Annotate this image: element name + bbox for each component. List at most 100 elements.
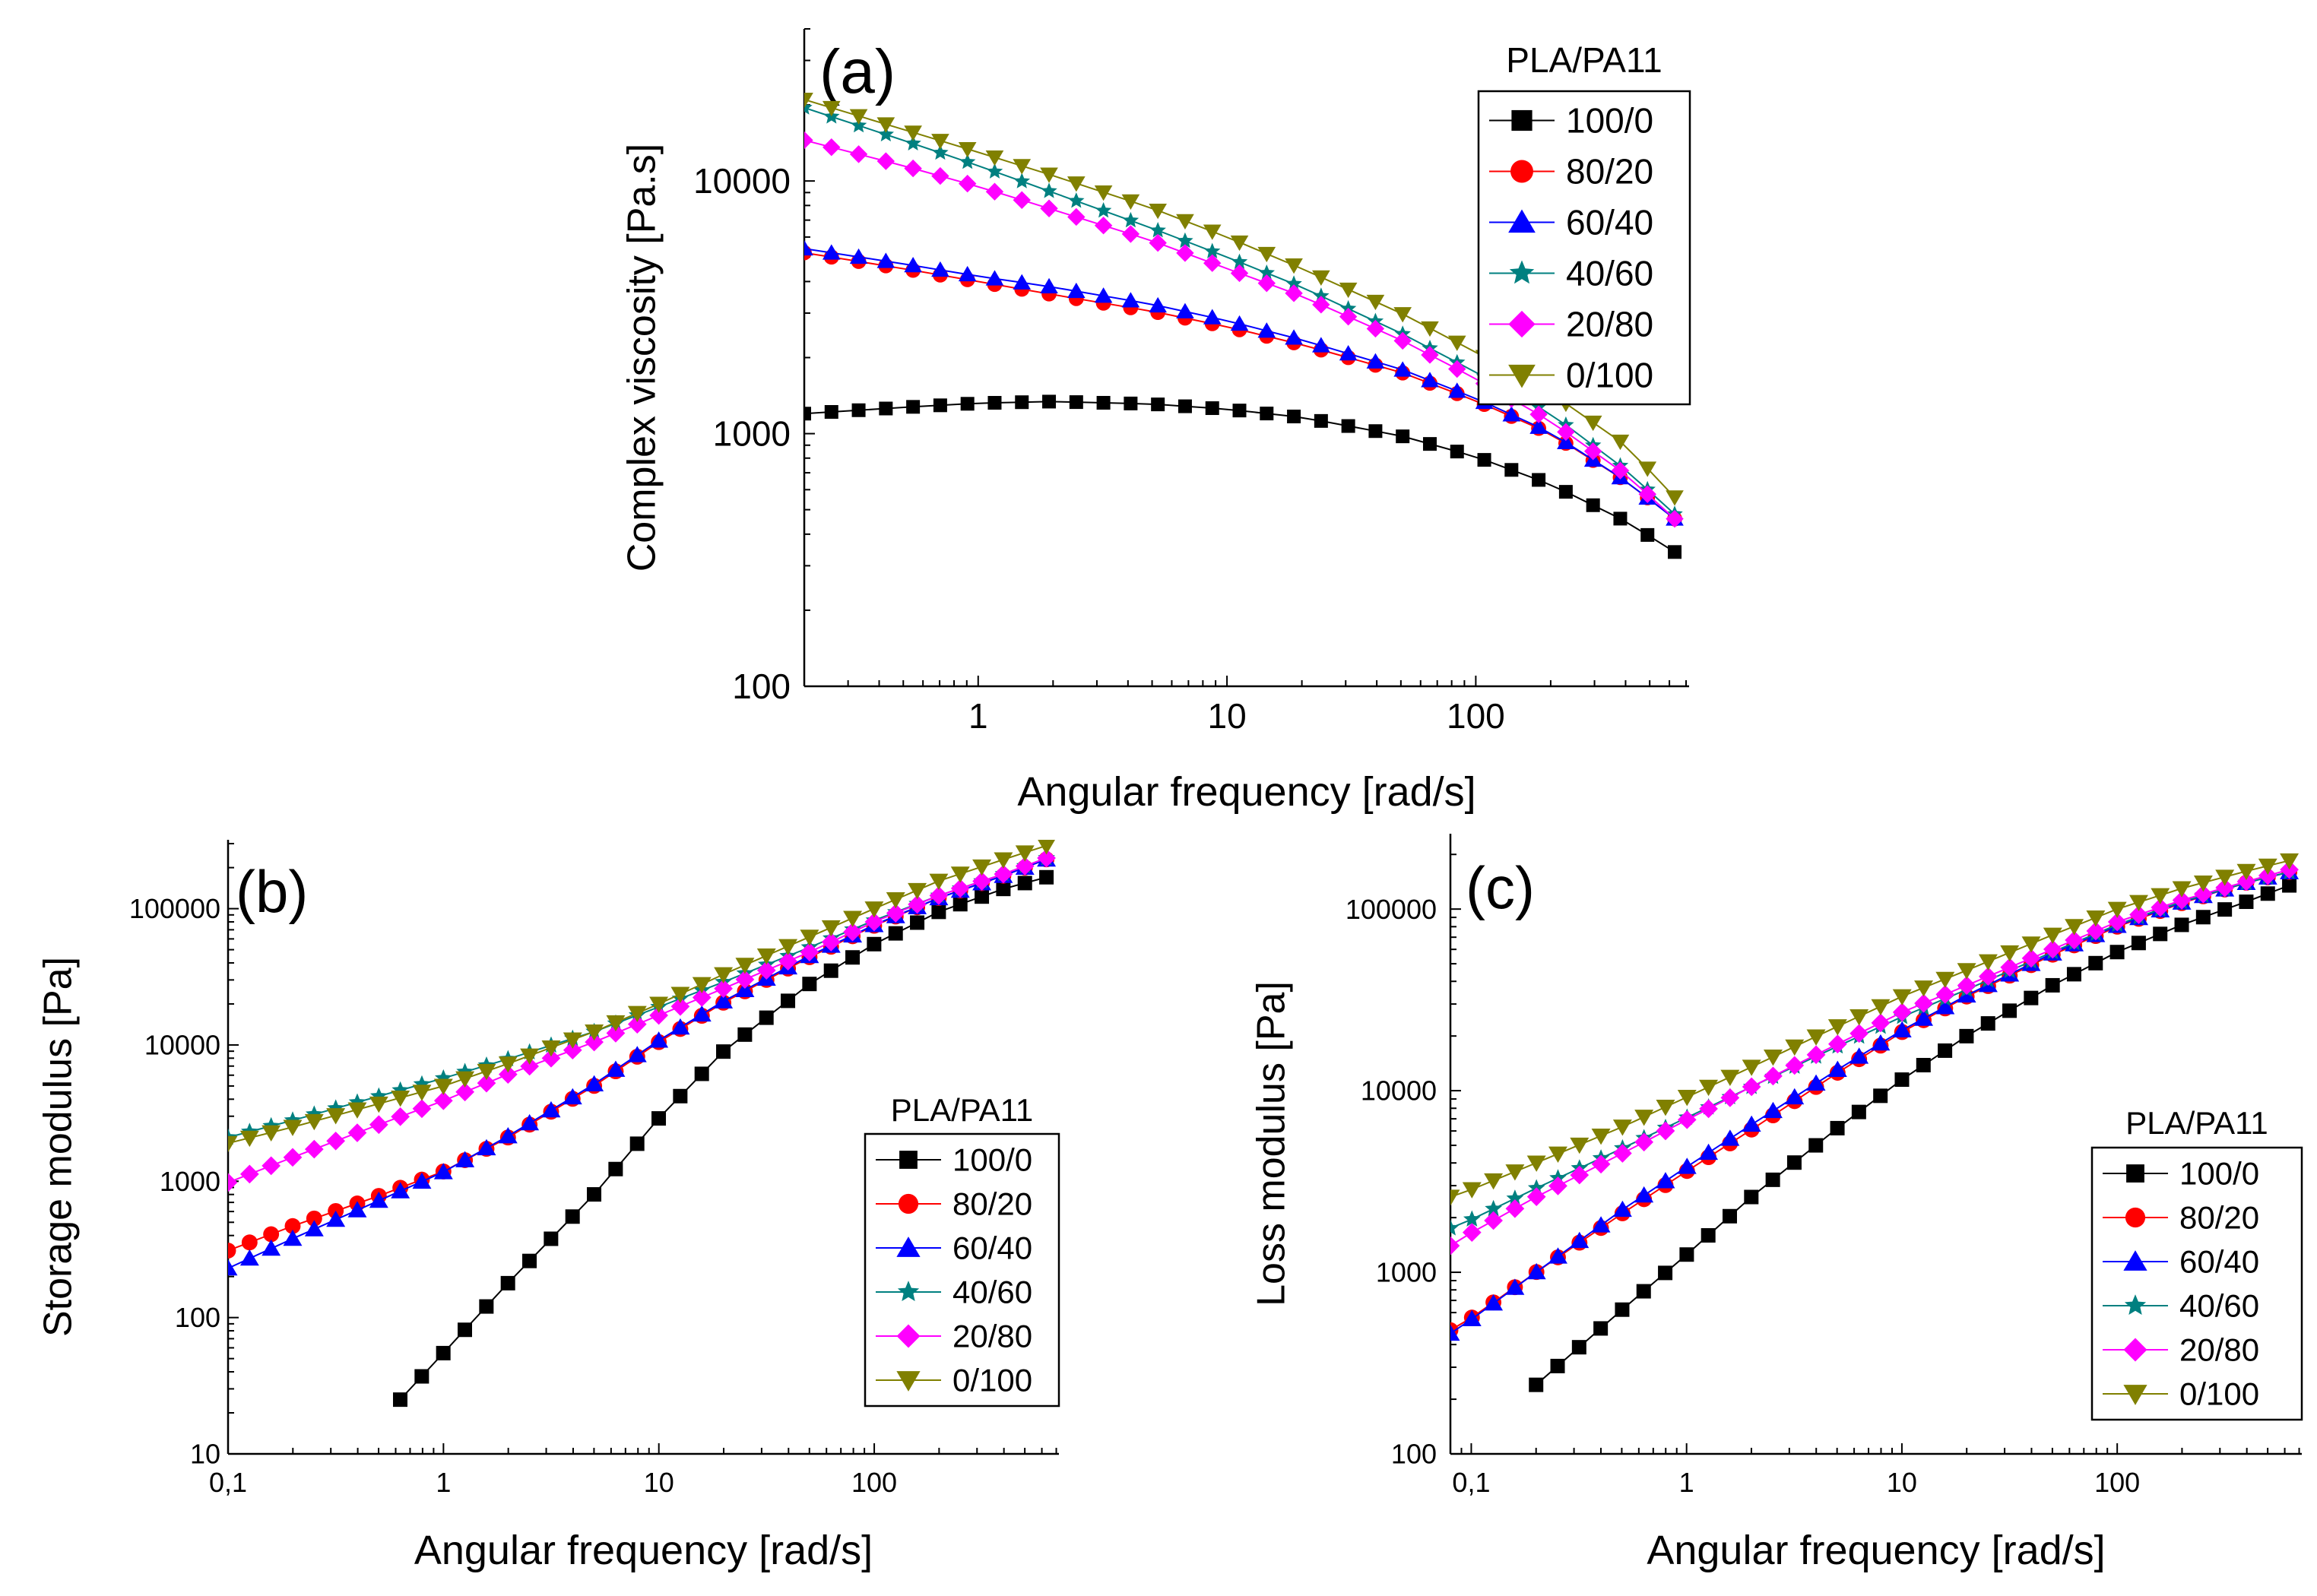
legend-marker — [1508, 364, 1536, 388]
y-tick-label: 1000 — [160, 1166, 220, 1197]
data-point — [2260, 886, 2275, 901]
data-point — [1570, 1165, 1590, 1185]
series-0-100 — [228, 840, 1055, 1153]
data-point — [520, 1048, 540, 1065]
data-point — [2024, 990, 2039, 1005]
data-point — [1957, 976, 1976, 995]
legend-item: 100/0 — [1489, 101, 1653, 141]
data-point — [304, 1220, 324, 1237]
data-point — [1612, 1119, 1632, 1136]
data-point — [1591, 1216, 1611, 1233]
data-point — [2258, 858, 2277, 876]
data-point — [822, 244, 841, 260]
data-point — [1366, 353, 1385, 369]
data-point — [1871, 1013, 1891, 1033]
data-point — [627, 1046, 647, 1062]
data-point — [879, 401, 893, 416]
y-tick-label: 10000 — [1361, 1075, 1437, 1107]
data-point — [1806, 1045, 1826, 1065]
data-point — [2021, 948, 2041, 968]
data-point — [541, 1100, 561, 1118]
data-point — [1121, 194, 1140, 210]
data-point — [756, 961, 776, 980]
data-point — [1699, 1143, 1719, 1161]
data-point — [627, 1015, 647, 1034]
data-point — [1785, 1088, 1805, 1105]
data-point — [477, 1073, 496, 1093]
legend-marker — [1510, 160, 1533, 183]
data-point — [1744, 1189, 1759, 1205]
data-point — [1121, 292, 1140, 308]
data-point — [958, 265, 977, 282]
plot-area — [228, 840, 1057, 1408]
data-point — [1505, 1164, 1525, 1181]
data-point — [950, 866, 970, 883]
data-point — [850, 117, 867, 133]
data-point — [1656, 1172, 1675, 1189]
data-point — [908, 895, 927, 914]
data-point — [283, 1148, 303, 1167]
data-point — [1484, 1211, 1503, 1230]
data-point — [369, 1096, 388, 1113]
legend-marker — [2123, 1250, 2147, 1271]
data-point — [1096, 395, 1111, 410]
data-point — [1015, 857, 1035, 876]
y-tick-label: 100 — [732, 667, 791, 706]
data-point — [714, 992, 734, 1009]
data-point — [1462, 1223, 1482, 1242]
data-point — [1849, 1024, 1868, 1043]
data-point — [864, 901, 884, 918]
y-axis-label: Storage modulus [Pa] — [36, 957, 81, 1337]
data-point — [304, 1113, 324, 1131]
data-point — [778, 952, 797, 971]
data-point — [778, 939, 798, 955]
data-point — [651, 1111, 667, 1126]
data-point — [821, 933, 841, 952]
data-point — [629, 1136, 645, 1151]
data-point — [1548, 1146, 1567, 1164]
data-point — [369, 1191, 388, 1208]
data-point — [2065, 919, 2084, 936]
data-point — [228, 1173, 238, 1192]
data-point — [2045, 977, 2060, 993]
legend-marker — [896, 1237, 921, 1257]
data-point — [1764, 1066, 1783, 1086]
data-point — [2151, 898, 2170, 917]
data-point — [1339, 345, 1358, 361]
data-point — [692, 988, 712, 1007]
data-point — [239, 1164, 259, 1184]
data-point — [1178, 399, 1192, 413]
data-point — [1204, 242, 1221, 258]
data-point — [1935, 985, 1955, 1004]
data-point — [1892, 1021, 1912, 1038]
data-point — [1634, 1186, 1654, 1203]
data-point — [1785, 1056, 1805, 1075]
legend-item: 80/20 — [2103, 1200, 2259, 1236]
data-point — [950, 879, 970, 898]
data-point — [781, 993, 796, 1009]
data-point — [996, 882, 1011, 897]
legend-item: 20/80 — [1489, 305, 1653, 344]
data-point — [2088, 955, 2103, 971]
data-point — [261, 1156, 281, 1176]
y-axis-label: Complex viscosity [Pa.s] — [620, 144, 664, 572]
data-point — [1978, 954, 1998, 971]
data-point — [1526, 1262, 1546, 1280]
data-point — [670, 996, 690, 1016]
data-point — [228, 1259, 238, 1276]
data-point — [1668, 545, 1682, 559]
data-point — [347, 1201, 367, 1218]
legend: PLA/PA11 100/0 80/20 60/40 40/60 20/80 0/100 — [1477, 40, 1691, 406]
data-point — [1450, 1324, 1460, 1341]
data-point — [649, 996, 669, 1013]
data-point — [888, 926, 903, 941]
legend-item: 40/60 — [1489, 254, 1653, 293]
legend-title: PLA/PA11 — [891, 1092, 1034, 1128]
data-point — [886, 892, 905, 909]
data-point — [1526, 1187, 1546, 1207]
data-point — [304, 1139, 324, 1159]
legend-marker — [896, 1324, 921, 1348]
data-point — [1122, 211, 1139, 228]
data-point — [1040, 199, 1058, 217]
data-point — [1448, 359, 1466, 378]
